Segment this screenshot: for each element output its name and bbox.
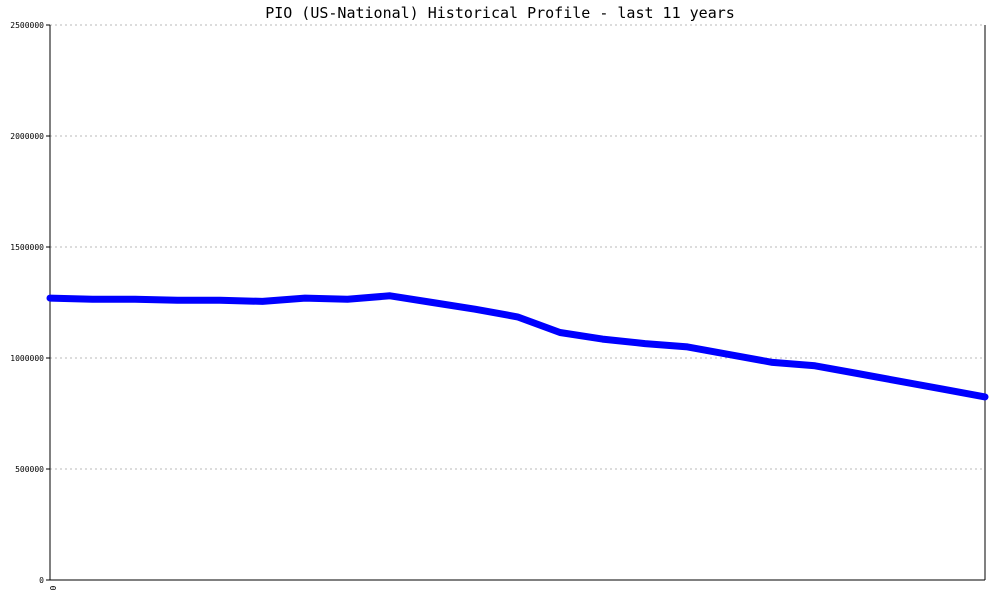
x-tick-label: 0: [48, 586, 57, 591]
y-tick-label: 1000000: [10, 354, 44, 363]
series: [46, 292, 989, 401]
y-tick-label: 2000000: [10, 132, 44, 141]
y-tick-label: 2500000: [10, 21, 44, 30]
x-tick-labels: 0: [48, 586, 57, 591]
chart-title: PIO (US-National) Historical Profile - l…: [265, 4, 735, 22]
axes: [49, 25, 986, 581]
y-tick-label: 500000: [15, 465, 44, 474]
y-tick-labels: 0 500000 1000000 1500000 2000000 2500000: [10, 21, 50, 585]
y-tick-label: 0: [39, 576, 44, 585]
series-line: [46, 292, 989, 401]
grid: [50, 24, 985, 470]
y-tick-label: 1500000: [10, 243, 44, 252]
